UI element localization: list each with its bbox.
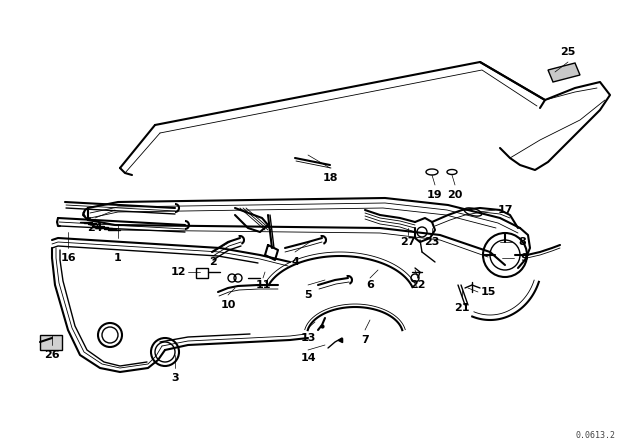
Text: 15: 15 <box>480 287 496 297</box>
Text: 16: 16 <box>60 253 76 263</box>
Text: 14: 14 <box>300 353 316 363</box>
Text: 23: 23 <box>424 237 440 247</box>
Text: 9: 9 <box>520 253 528 263</box>
Text: 25: 25 <box>560 47 576 57</box>
Text: 27: 27 <box>400 237 416 247</box>
Text: 0.0613.2: 0.0613.2 <box>575 431 615 439</box>
Text: 24: 24 <box>87 223 103 233</box>
Text: 12: 12 <box>170 267 186 277</box>
Text: 20: 20 <box>447 190 463 200</box>
Text: 7: 7 <box>361 335 369 345</box>
Text: 17: 17 <box>497 205 513 215</box>
Text: 18: 18 <box>323 173 338 183</box>
Text: 1: 1 <box>114 253 122 263</box>
Text: 19: 19 <box>427 190 443 200</box>
Text: 4: 4 <box>291 257 299 267</box>
Text: 5: 5 <box>304 290 312 300</box>
Text: 6: 6 <box>366 280 374 290</box>
Bar <box>196 268 208 278</box>
Text: 22: 22 <box>410 280 426 290</box>
Text: 3: 3 <box>171 373 179 383</box>
Polygon shape <box>548 63 580 82</box>
Text: 13: 13 <box>300 333 316 343</box>
Text: 8: 8 <box>518 237 526 247</box>
Bar <box>40 335 62 350</box>
Text: 10: 10 <box>220 300 236 310</box>
Text: 21: 21 <box>454 303 470 313</box>
Text: 26: 26 <box>44 350 60 360</box>
Text: 11: 11 <box>255 280 271 290</box>
Text: 2: 2 <box>209 257 217 267</box>
